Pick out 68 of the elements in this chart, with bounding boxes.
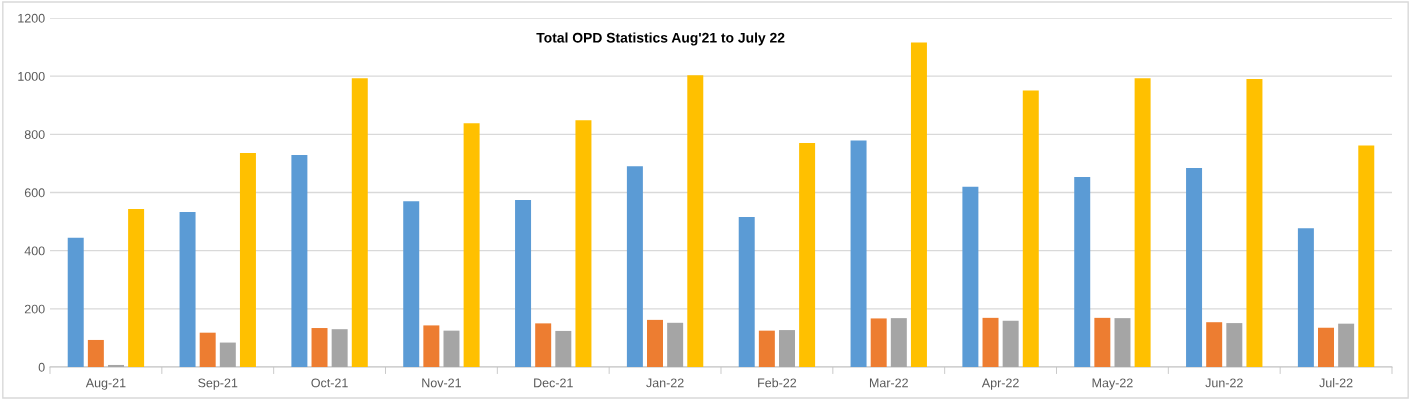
bar bbox=[890, 318, 907, 367]
bar bbox=[1114, 318, 1131, 367]
x-tick-label: Jan-22 bbox=[646, 378, 684, 388]
bar bbox=[87, 339, 104, 367]
bar bbox=[199, 332, 216, 367]
bar bbox=[423, 325, 440, 367]
x-tick-label: Mar-22 bbox=[869, 378, 908, 388]
x-tick-label: Jul-22 bbox=[1319, 378, 1353, 388]
bar bbox=[463, 123, 480, 367]
bar bbox=[575, 120, 592, 367]
text: Total OPD Statistics Aug'21 to July 22 bbox=[536, 32, 785, 46]
bar bbox=[535, 323, 552, 367]
bar bbox=[239, 152, 256, 367]
bar bbox=[311, 328, 328, 367]
bar bbox=[778, 330, 795, 367]
bar bbox=[1002, 320, 1019, 367]
bar bbox=[870, 318, 887, 367]
bar bbox=[799, 143, 816, 367]
bar bbox=[687, 75, 704, 367]
bar bbox=[910, 42, 927, 367]
bar bbox=[626, 166, 643, 367]
bar bbox=[219, 342, 236, 367]
bar bbox=[1318, 327, 1335, 367]
bar bbox=[403, 201, 420, 367]
bar bbox=[291, 154, 308, 367]
bar bbox=[850, 140, 867, 367]
bar bbox=[515, 200, 532, 367]
bar bbox=[1246, 79, 1263, 367]
y-tick-label: 800 bbox=[24, 130, 45, 139]
bar bbox=[351, 78, 368, 367]
bar bbox=[107, 364, 124, 367]
bar bbox=[1094, 317, 1111, 367]
bar bbox=[331, 329, 348, 367]
bar bbox=[1338, 323, 1355, 367]
bar bbox=[1226, 323, 1243, 367]
y-tick-label: 1200 bbox=[18, 13, 45, 23]
x-tick-label: May-22 bbox=[1092, 378, 1133, 390]
bar bbox=[128, 209, 145, 367]
bar bbox=[1206, 322, 1223, 367]
x-tick-label: Oct-21 bbox=[311, 378, 348, 388]
bar bbox=[443, 330, 460, 367]
bar bbox=[1134, 78, 1151, 367]
y-tick-label: 400 bbox=[24, 246, 45, 256]
bar bbox=[555, 330, 572, 367]
x-tick-label: Sep-21 bbox=[198, 378, 238, 390]
bar bbox=[1297, 228, 1314, 367]
bar bbox=[982, 317, 999, 367]
x-tick-label: Jun-22 bbox=[1205, 378, 1243, 388]
bar bbox=[1074, 177, 1091, 367]
bar bbox=[1022, 90, 1039, 367]
x-tick-label: Feb-22 bbox=[758, 378, 797, 388]
x-tick-label: Nov-21 bbox=[422, 378, 461, 388]
y-tick-label: 600 bbox=[24, 188, 45, 198]
x-tick-label: Dec-21 bbox=[534, 378, 573, 388]
y-tick-label: 200 bbox=[24, 304, 45, 314]
bar bbox=[962, 186, 979, 367]
x-tick-label: Aug-21 bbox=[85, 378, 126, 390]
bar bbox=[179, 211, 196, 367]
x-tick-label: Apr-22 bbox=[981, 378, 1019, 390]
bar bbox=[1358, 145, 1375, 367]
y-tick-label: 1000 bbox=[18, 71, 45, 81]
bar bbox=[738, 216, 755, 367]
bar bbox=[647, 319, 664, 367]
bar bbox=[667, 322, 684, 367]
bar bbox=[758, 330, 775, 367]
bar bbox=[1186, 168, 1203, 367]
y-tick-label: 0 bbox=[38, 362, 45, 372]
bar bbox=[67, 237, 84, 367]
